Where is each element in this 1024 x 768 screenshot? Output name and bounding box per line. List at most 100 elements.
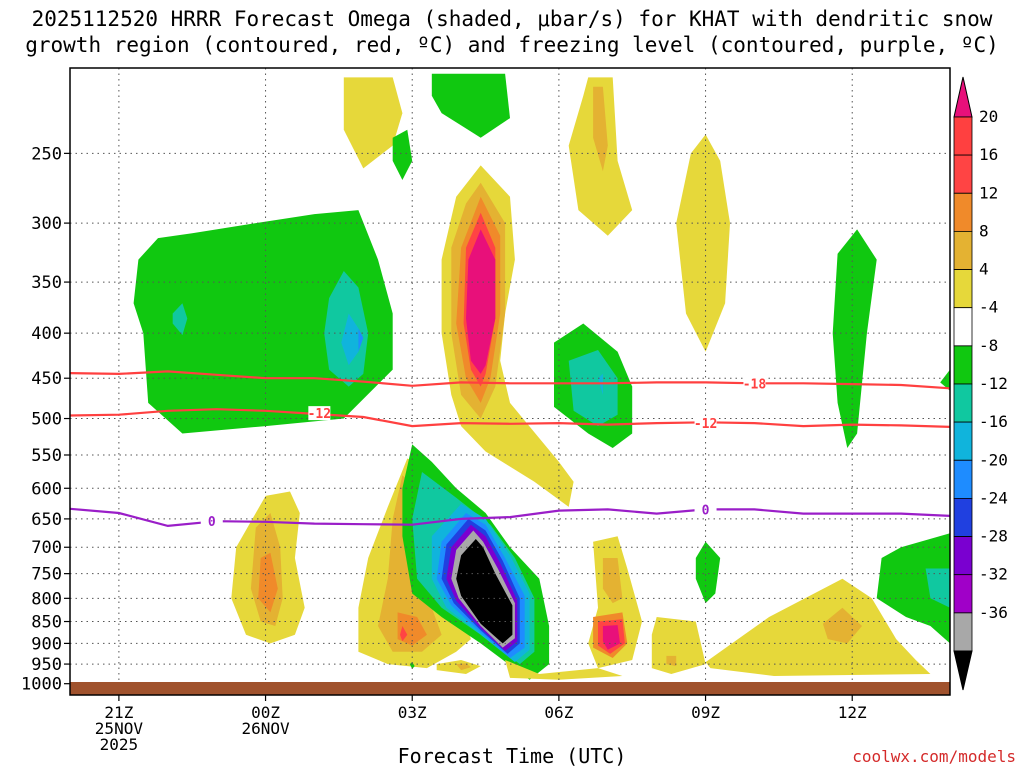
shade-yellow-right-upper [676,134,730,352]
x-tick-label-03Z-0: 03Z [398,703,427,722]
shade-green-right-edge [940,369,950,391]
shade-yellow-low-right2 [651,617,706,674]
x-tick-label-21Z-1: 25NOV [95,719,144,738]
colorbar-swatch-2 [953,192,973,232]
y-tick-label-550: 550 [31,446,62,466]
x-tick-label-21Z-2: 2025 [100,735,139,754]
x-tick-label-00Z-1: 26NOV [241,719,290,738]
shade-orange-small-0430 [456,663,471,671]
shade-black-descent-core [456,539,513,644]
colorbar-label-3: 8 [979,221,989,240]
x-tick-label-12Z-0: 12Z [838,703,867,722]
omega-shading [133,73,950,680]
y-tick-label-400: 400 [31,324,62,344]
x-tick-label-21Z-0: 21Z [104,703,133,722]
colorbar-swatch-5 [953,307,973,347]
colorbar-label-13: -36 [979,603,1008,622]
colorbar-label-9: -20 [979,450,1008,469]
shade-green-small-tip [392,129,413,180]
colorbar-label-5: -4 [979,298,998,317]
colorbar-label-2: 12 [979,183,998,202]
contour-label-bg-2 [743,376,766,391]
colorbar-bottom-triangle [953,650,973,691]
y-tick-label-500: 500 [31,410,62,430]
contour-labels: 0 -12 -18 -12 0 [200,376,767,530]
contour-label-bg-4 [694,502,717,517]
colorbar-swatch-0 [953,116,973,156]
shade-orange-low-right2 [666,655,677,667]
y-tick-label-800: 800 [31,589,62,609]
colorbar-swatch-6 [953,345,973,385]
shade-green-low-right-edge [876,533,950,644]
x-tick-label-06Z-0: 06Z [544,703,573,722]
y-tick-label-250: 250 [31,144,62,164]
y-tick-label-650: 650 [31,510,62,530]
y-tick-label-300: 300 [31,214,62,234]
y-tick-label-600: 600 [31,479,62,499]
y-tick-label-750: 750 [31,565,62,585]
colorbar-label-11: -28 [979,527,1008,546]
colorbar-swatch-1 [953,154,973,194]
colorbar-swatch-10 [953,497,973,537]
shade-orange2-left-col1 [258,552,278,613]
shade-red-left-col2 [400,626,408,642]
y-tick-label-850: 850 [31,613,62,633]
contour-label-4: 0 [702,503,710,518]
colorbar-swatch-13 [953,612,973,652]
colorbar: 20 16 12 8 4 -4 -8 -12 -16 -20 -24 -28 -32 -36 [953,76,1008,691]
shade-teal-right-mid [568,350,618,427]
colorbar-swatch-4 [953,269,973,309]
colorbar-label-7: -12 [979,374,1008,393]
contour-label-2: -18 [743,377,767,392]
colorbar-swatch-7 [953,383,973,423]
shade-green-right-narrow [832,229,877,448]
chart-title: 2025112520 HRRR Forecast Omega (shaded, … [0,6,1024,58]
shade-blue-left-dot [358,328,364,352]
y-tick-label-1000: 1000 [21,675,62,695]
contour-label-3: -12 [694,417,717,432]
shade-teal-left-small [172,303,188,336]
colorbar-swatch-11 [953,536,973,576]
x-tick-label-00Z-0: 00Z [251,703,280,722]
shade-green-small-09z [695,541,721,604]
colorbar-swatch-8 [953,421,973,461]
x-axis-label: Forecast Time (UTC) [397,744,627,768]
contour-label-bg-1 [308,406,331,421]
contour-label-1: -12 [308,407,331,422]
colorbar-label-6: -8 [979,336,998,355]
colorbar-swatch-3 [953,230,973,270]
shade-teal-low-right-edge [925,568,950,608]
colorbar-label-4: 4 [979,260,989,279]
y-tick-label-700: 700 [31,538,62,558]
shade-orange1-low-right1 [602,558,623,604]
plot-frame [69,67,951,696]
credit-link[interactable]: coolwx.com/models [852,747,1016,766]
colorbar-label-1: 16 [979,145,998,164]
contour-label-0: 0 [208,515,216,530]
colorbar-swatch-9 [953,459,973,499]
colorbar-label-8: -16 [979,412,1008,431]
contour-dendritic-minus18 [70,370,950,390]
y-tick-label-950: 950 [31,655,62,675]
shade-orange-upper-mid [593,86,608,172]
title-line-2: growth region (contoured, red, ºC) and f… [25,33,999,57]
shade-green-blob-left [133,210,393,434]
contour-label-bg-3 [694,416,717,431]
colorbar-top-triangle [953,76,973,118]
y-tick-label-350: 350 [31,273,62,293]
shade-cyan-left [341,313,359,366]
shade-yellow-descent-tail [505,660,623,680]
title-line-1: 2025112520 HRRR Forecast Omega (shaded, … [31,7,993,31]
contour-dendritic-minus12 [70,408,950,428]
shade-magenta-central [466,229,496,374]
contour-label-bg-0 [200,514,223,529]
colorbar-swatch-12 [953,574,973,614]
y-tick-label-450: 450 [31,369,62,389]
colorbar-label-0: 20 [979,107,998,126]
colorbar-label-12: -32 [979,565,1008,584]
y-axis-ticks: 250 300 350 400 450 500 550 600 650 700 750 800 850 9… [21,144,70,695]
shade-yellow-top-left [343,77,403,169]
shade-yellow-low-right3 [705,578,931,676]
